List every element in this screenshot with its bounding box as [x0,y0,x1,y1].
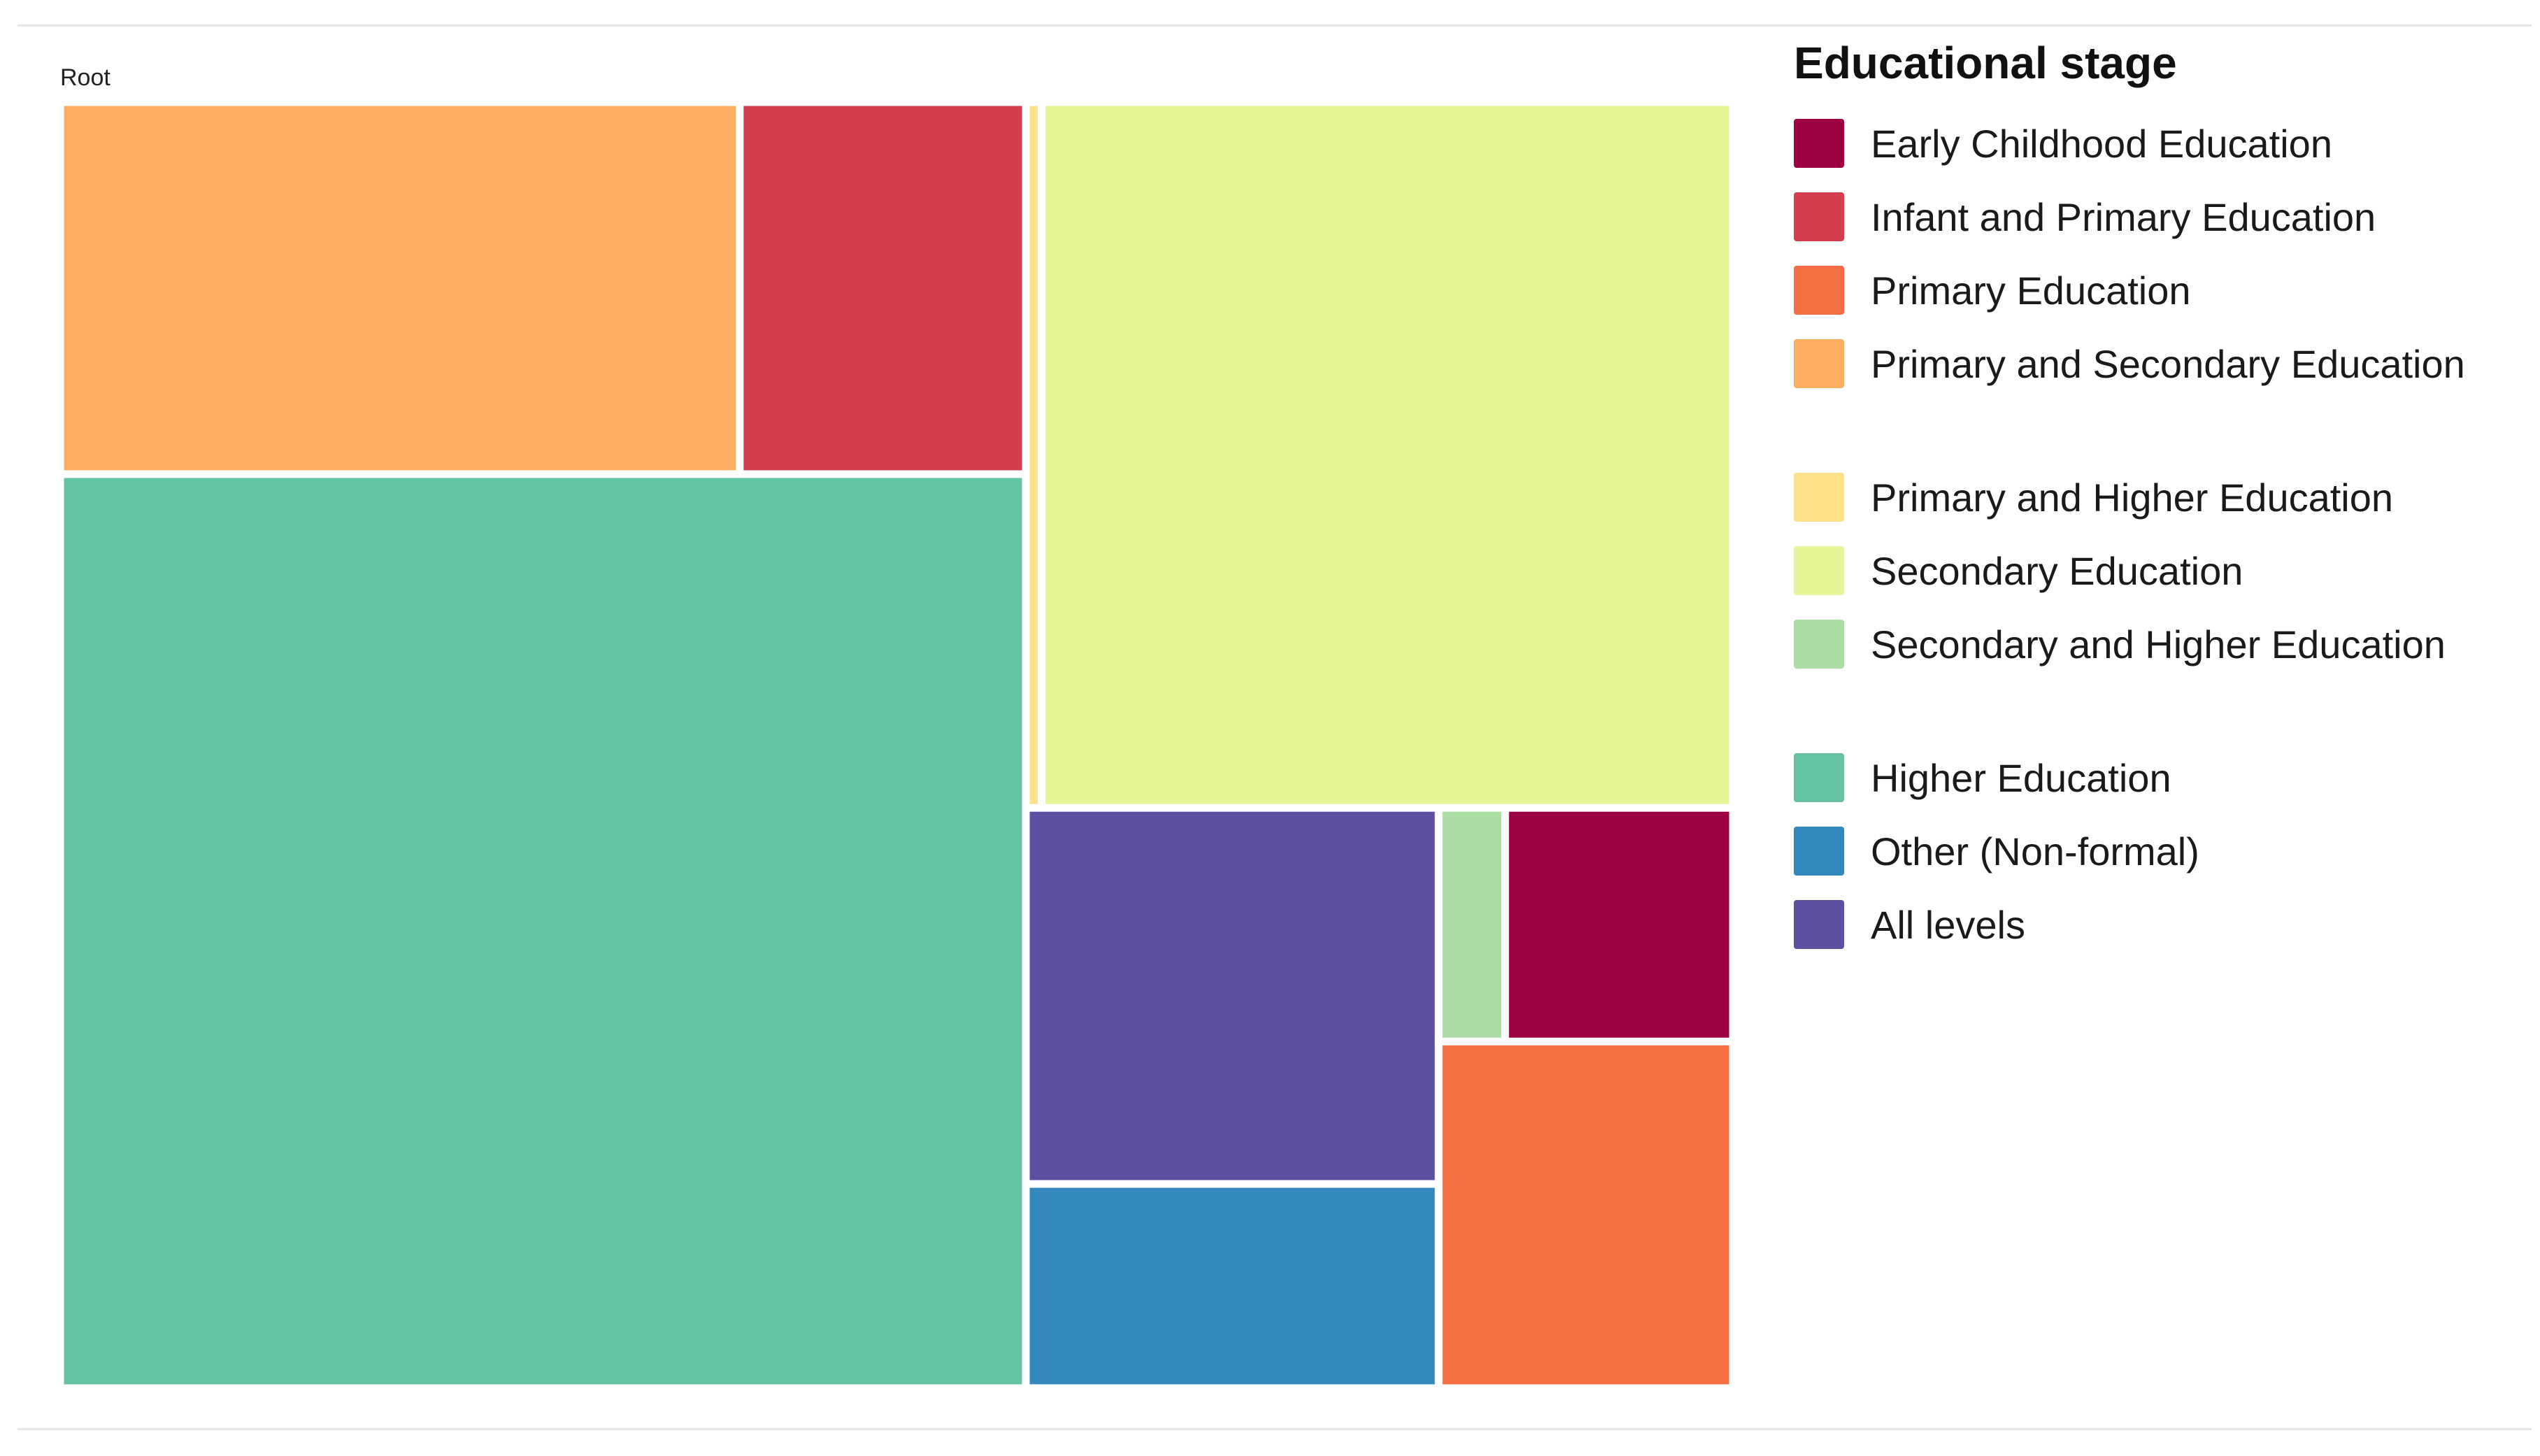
legend-swatch-primary-education [1794,266,1844,315]
legend-label-infant-and-primary-education: Infant and Primary Education [1871,195,2376,239]
legend-label-early-childhood-education: Early Childhood Education [1871,122,2332,166]
legend-label-higher-education: Higher Education [1871,756,2171,800]
legend-label-primary-and-secondary-education: Primary and Secondary Education [1871,342,2465,386]
tile-secondary-and-higher-education[interactable] [1442,811,1501,1038]
legend-swatch-higher-education [1794,753,1844,802]
legend-swatch-primary-and-higher-education [1794,473,1844,522]
legend-items: Early Childhood Education Infant and Prim… [1794,119,2465,949]
tile-infant-and-primary-education[interactable] [743,106,1022,471]
root-label: Root [60,64,110,91]
tile-primary-education[interactable] [1442,1045,1729,1385]
chart-frame [17,24,2532,1430]
legend-title: Educational stage [1794,38,2177,88]
tile-primary-and-higher-education[interactable] [1029,106,1038,804]
tile-early-childhood-education[interactable] [1508,811,1729,1038]
legend-label-secondary-and-higher-education: Secondary and Higher Education [1871,622,2446,666]
tile-other-non-formal[interactable] [1029,1187,1435,1385]
legend-label-other-non-formal: Other (Non-formal) [1871,829,2199,873]
tile-primary-and-secondary-education[interactable] [64,106,736,471]
legend-label-primary-and-higher-education: Primary and Higher Education [1871,476,2393,520]
legend-label-secondary-education: Secondary Education [1871,549,2243,593]
legend-swatch-primary-and-secondary-education [1794,339,1844,388]
treemap-tiles [64,106,1729,1385]
legend-label-primary-education: Primary Education [1871,269,2191,313]
legend-swatch-early-childhood-education [1794,119,1844,168]
tile-secondary-education[interactable] [1045,106,1729,804]
legend-label-all-levels: All levels [1871,903,2025,947]
legend-swatch-secondary-education [1794,546,1844,595]
legend-swatch-infant-and-primary-education [1794,192,1844,241]
legend-swatch-secondary-and-higher-education [1794,620,1844,669]
legend-swatch-other-non-formal [1794,827,1844,876]
tile-higher-education[interactable] [64,478,1022,1385]
legend: Educational stage Early Childhood Educat… [1794,38,2465,949]
tile-all-levels[interactable] [1029,811,1435,1180]
legend-swatch-all-levels [1794,900,1844,949]
